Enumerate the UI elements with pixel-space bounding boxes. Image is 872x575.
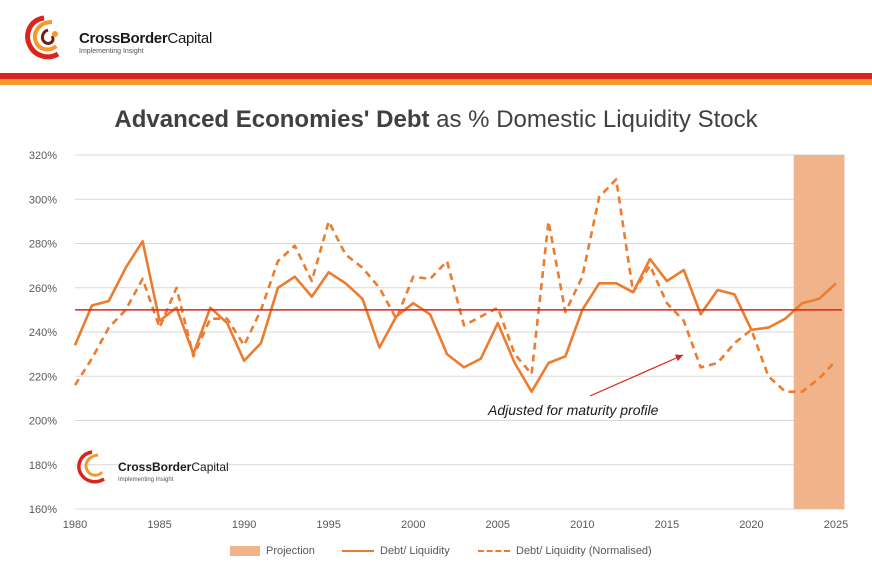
series-normalised-line: [73, 178, 837, 394]
watermark-logo-icon: [77, 450, 105, 484]
annotation: Adjusted for maturity profile: [487, 354, 684, 418]
legend-debt-label: Debt/ Liquidity: [380, 545, 450, 557]
brand-tagline: Implementing Insight: [79, 48, 144, 55]
legend-debt-swatch: [342, 550, 374, 552]
projection-band: [793, 155, 845, 509]
annotation-text: Adjusted for maturity profile: [487, 402, 659, 418]
company-logo-icon: [25, 15, 60, 60]
x-axis: 1980 1985 1990 1995 2000 2005 2010 2015 2020 2025: [63, 519, 848, 531]
y-axis: 160% 180% 200% 220% 240% 260% 280% 300% 320%: [29, 150, 57, 516]
series-lines: [73, 178, 837, 394]
legend-normalised-swatch: [478, 550, 510, 552]
header: CrossBorderCapital Implementing Insight: [0, 0, 872, 72]
legend-projection-swatch: [230, 546, 260, 556]
header-red-stripe: [0, 73, 872, 79]
x-tick-label: 2025: [824, 519, 848, 531]
watermark-brand-name: CrossBorderCapital: [118, 460, 229, 474]
legend: Projection Debt/ Liquidity Debt/ Liquidi…: [0, 545, 872, 561]
projection-band-rect: [793, 155, 845, 509]
legend-debt: Debt/ Liquidity: [342, 545, 450, 557]
x-tick-label: 1995: [316, 519, 340, 531]
watermark-tagline: Implementing Insight: [118, 477, 174, 483]
y-tick-label: 220%: [29, 371, 57, 383]
y-tick-label: 160%: [29, 504, 57, 516]
legend-projection-label: Projection: [266, 545, 315, 557]
series-debt-line: [73, 240, 837, 394]
legend-projection: Projection: [230, 545, 315, 557]
chart-title: Advanced Economies' Debt as % Domestic L…: [114, 106, 758, 133]
x-tick-label: 2005: [486, 519, 510, 531]
x-tick-label: 2010: [570, 519, 594, 531]
watermark-logo: CrossBorderCapital Implementing Insight: [77, 450, 229, 484]
y-tick-label: 300%: [29, 194, 57, 206]
brand: CrossBorderCapital Implementing Insight: [79, 30, 212, 55]
x-tick-label: 1990: [232, 519, 256, 531]
x-tick-label: 1985: [147, 519, 171, 531]
y-tick-label: 280%: [29, 239, 57, 251]
y-tick-label: 260%: [29, 283, 57, 295]
x-tick-label: 2015: [655, 519, 679, 531]
brand-name: CrossBorderCapital: [79, 30, 212, 47]
x-tick-label: 2000: [401, 519, 425, 531]
x-tick-label: 1980: [63, 519, 87, 531]
annotation-arrow: [589, 354, 684, 397]
y-tick-label: 180%: [29, 460, 57, 472]
legend-normalised-label: Debt/ Liquidity (Normalised): [516, 545, 652, 557]
legend-normalised: Debt/ Liquidity (Normalised): [478, 545, 652, 557]
y-tick-label: 200%: [29, 416, 57, 428]
x-tick-label: 2020: [739, 519, 763, 531]
y-tick-label: 240%: [29, 327, 57, 339]
gridlines: [75, 154, 844, 510]
header-orange-stripe: [0, 79, 872, 85]
y-tick-label: 320%: [29, 150, 57, 162]
